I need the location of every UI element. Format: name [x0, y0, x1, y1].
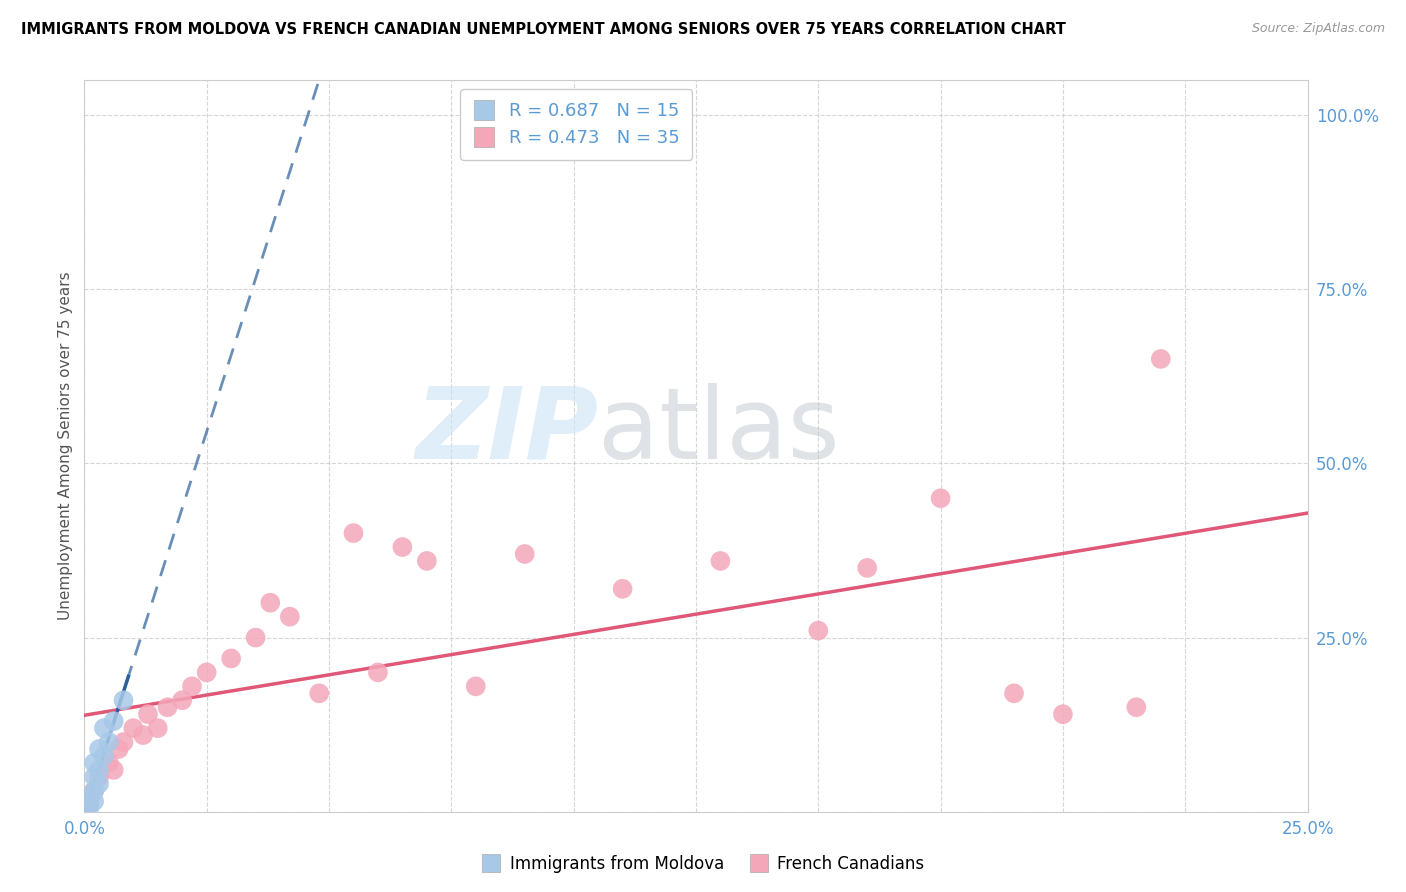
Legend: R = 0.687   N = 15, R = 0.473   N = 35: R = 0.687 N = 15, R = 0.473 N = 35 — [460, 89, 693, 160]
Point — [245, 631, 267, 645]
Point — [259, 596, 281, 610]
Point — [122, 721, 145, 735]
Point — [77, 790, 100, 805]
Point — [219, 651, 242, 665]
Point — [612, 582, 634, 596]
Point — [93, 721, 115, 735]
Point — [391, 540, 413, 554]
Point — [1002, 686, 1025, 700]
Point — [87, 770, 110, 784]
Point — [136, 707, 159, 722]
Text: atlas: atlas — [598, 383, 839, 480]
Point — [1052, 707, 1074, 722]
Point — [83, 794, 105, 808]
Point — [172, 693, 194, 707]
Point — [103, 714, 125, 728]
Point — [807, 624, 830, 638]
Point — [181, 679, 204, 693]
Point — [107, 742, 129, 756]
Point — [97, 756, 120, 770]
Point — [77, 797, 100, 812]
Point — [146, 721, 169, 735]
Point — [132, 728, 155, 742]
Point — [929, 491, 952, 506]
Point — [77, 801, 100, 815]
Point — [1150, 351, 1173, 366]
Point — [83, 784, 105, 798]
Point — [1125, 700, 1147, 714]
Point — [464, 679, 486, 693]
Point — [156, 700, 179, 714]
Point — [83, 770, 105, 784]
Point — [367, 665, 389, 680]
Legend: Immigrants from Moldova, French Canadians: Immigrants from Moldova, French Canadian… — [475, 848, 931, 880]
Point — [195, 665, 218, 680]
Point — [93, 749, 115, 764]
Point — [856, 561, 879, 575]
Point — [278, 609, 301, 624]
Point — [416, 554, 439, 568]
Point — [97, 735, 120, 749]
Point — [103, 763, 125, 777]
Point — [87, 742, 110, 756]
Y-axis label: Unemployment Among Seniors over 75 years: Unemployment Among Seniors over 75 years — [58, 272, 73, 620]
Point — [342, 526, 364, 541]
Point — [513, 547, 536, 561]
Text: ZIP: ZIP — [415, 383, 598, 480]
Point — [112, 735, 135, 749]
Point — [308, 686, 330, 700]
Point — [709, 554, 731, 568]
Text: Source: ZipAtlas.com: Source: ZipAtlas.com — [1251, 22, 1385, 36]
Text: IMMIGRANTS FROM MOLDOVA VS FRENCH CANADIAN UNEMPLOYMENT AMONG SENIORS OVER 75 YE: IMMIGRANTS FROM MOLDOVA VS FRENCH CANADI… — [21, 22, 1066, 37]
Point — [112, 693, 135, 707]
Point — [87, 777, 110, 791]
Point — [77, 797, 100, 812]
Point — [87, 763, 110, 777]
Point — [83, 784, 105, 798]
Point — [83, 756, 105, 770]
